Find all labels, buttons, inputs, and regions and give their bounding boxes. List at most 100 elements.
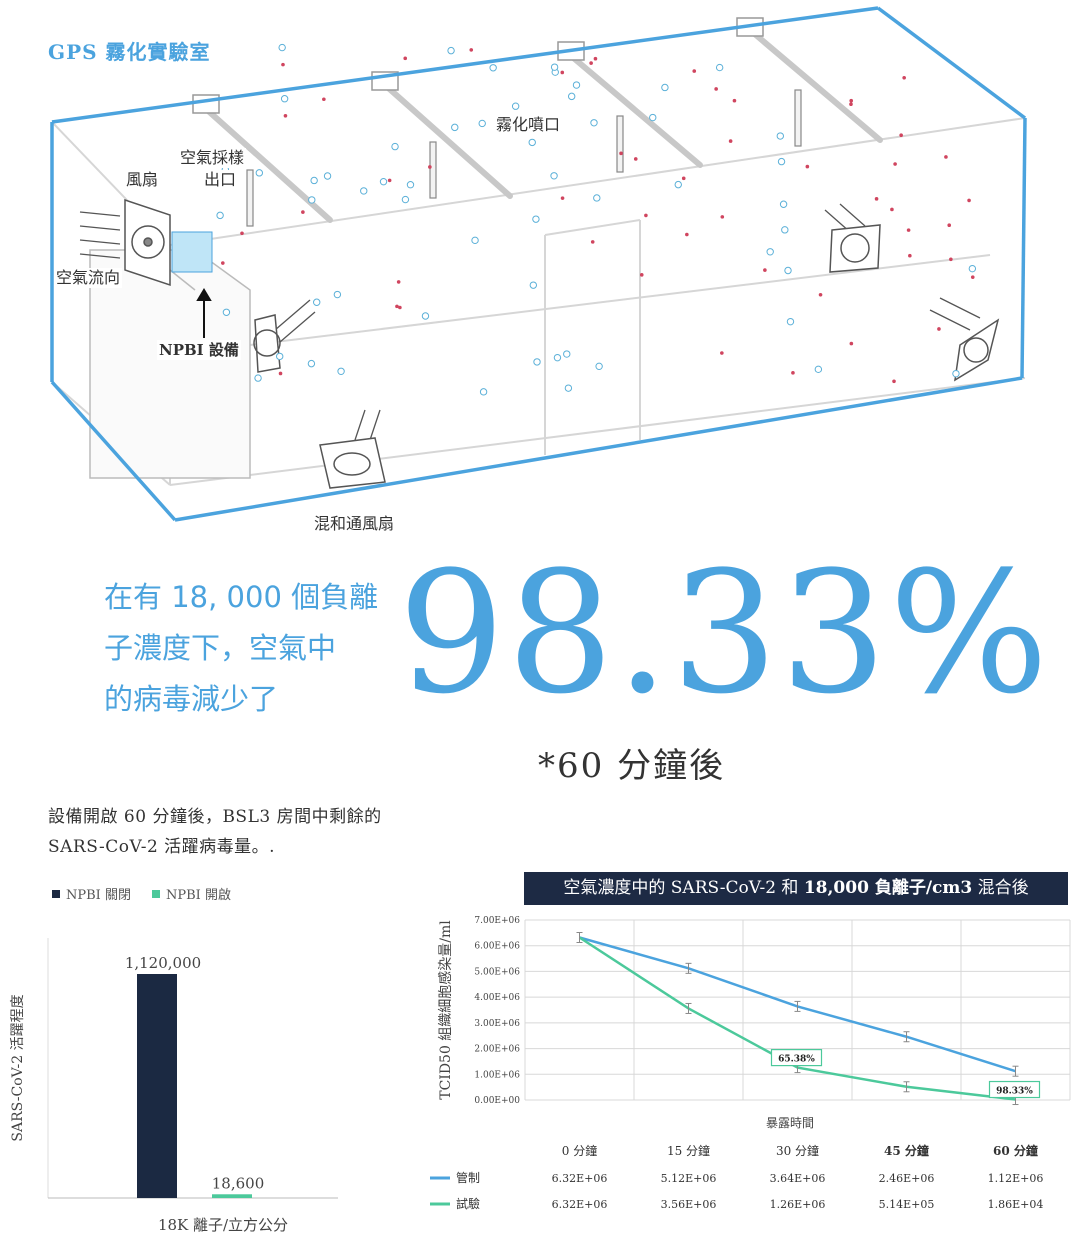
- mist-nozzle-label: 霧化噴口: [494, 115, 563, 135]
- virus-particle: [720, 351, 724, 355]
- x-category-label: 60 分鐘: [993, 1143, 1038, 1158]
- bar-y-label: SARS-CoV-2 活躍程度: [10, 994, 26, 1141]
- legend-swatch-on: [152, 889, 160, 898]
- ion-particle: [391, 142, 399, 151]
- y-tick-label: 5.00E+06: [474, 967, 520, 977]
- virus-particle: [714, 87, 718, 91]
- ion-particle: [968, 264, 977, 273]
- virus-particle: [849, 341, 854, 346]
- virus-particle: [849, 98, 854, 103]
- virus-particle: [937, 327, 941, 331]
- ion-particle: [471, 236, 479, 245]
- annotation-box: [988, 1080, 1041, 1099]
- table-cell: 6.32E+06: [552, 1172, 608, 1185]
- virus-particle: [890, 207, 894, 212]
- legend-label-on: NPBI 開啟: [166, 888, 231, 903]
- table-series-name: 管制: [456, 1170, 480, 1185]
- ion-particle: [255, 169, 264, 177]
- description: 設備開啟 60 分鐘後，BSL3 房間中剩餘的 SARS-CoV-2 活躍病毒量…: [48, 802, 468, 862]
- ion-particle: [511, 102, 520, 110]
- ion-particle: [478, 119, 486, 128]
- virus-particle: [732, 98, 737, 103]
- annotation-label: 65.38%: [778, 1055, 815, 1065]
- line-y-label: TCID50 組織細胞感染量/ml: [437, 920, 454, 1100]
- ion-particle: [661, 83, 669, 92]
- ion-particle: [814, 365, 823, 374]
- virus-particle: [763, 268, 767, 272]
- bar-legend-on: NPBI 開啟: [152, 884, 231, 903]
- ion-particle: [489, 64, 497, 72]
- outlet-label: 出口: [202, 170, 239, 190]
- ion-particle: [779, 200, 788, 208]
- virus-particle: [283, 113, 288, 118]
- line-x-label: 暴露時間: [766, 1116, 814, 1130]
- ion-particle: [529, 281, 538, 289]
- bar-chart: SARS-CoV-2 活躍程度 18K 離子/立方公分 1,120,000 18,…: [10, 938, 338, 1234]
- ion-particle: [308, 196, 316, 204]
- y-tick-label: 2.00E+06: [474, 1045, 520, 1055]
- y-tick-label: 3.00E+06: [474, 1019, 520, 1029]
- virus-particle: [720, 215, 725, 219]
- ion-particle: [333, 290, 342, 299]
- virus-particle: [387, 178, 392, 183]
- virus-particle: [681, 176, 686, 181]
- y-tick-label: 7.00E+06: [474, 916, 520, 926]
- table-cell: 6.32E+06: [552, 1198, 608, 1211]
- table-cell: 5.12E+06: [661, 1172, 717, 1185]
- virus-particle: [589, 61, 593, 65]
- ion-particle: [590, 119, 598, 127]
- virus-particle: [967, 198, 971, 203]
- bar-1: [212, 1194, 252, 1198]
- npbi-device-label: NPBI 設備: [157, 340, 241, 360]
- virus-particle: [301, 210, 305, 214]
- ion-particle: [553, 353, 562, 362]
- ion-particle: [276, 352, 284, 361]
- annotation-label: 98.33%: [996, 1087, 1033, 1097]
- ion-particle: [528, 138, 536, 147]
- ion-particle: [572, 81, 581, 89]
- headline-text: 在有 18, 000 個負離 子濃度下，空氣中 的病毒減少了: [104, 572, 394, 725]
- reduction-percentage: 98.33%: [398, 535, 1051, 731]
- virus-particle: [619, 151, 623, 156]
- virus-particle: [874, 197, 879, 201]
- headline-line-3: 的病毒減少了: [104, 682, 279, 716]
- x-category-label: 15 分鐘: [667, 1143, 710, 1158]
- virus-particle: [902, 75, 906, 80]
- virus-particle: [685, 232, 689, 237]
- ion-particle: [781, 226, 789, 234]
- table-cell: 5.14E+05: [879, 1198, 935, 1211]
- virus-particle: [278, 371, 283, 376]
- x-category-label: 0 分鐘: [562, 1143, 597, 1158]
- ion-particle: [222, 308, 231, 316]
- virus-particle: [590, 240, 595, 244]
- ion-particle: [776, 132, 785, 140]
- virus-particle: [240, 231, 244, 236]
- ion-particle: [532, 215, 540, 223]
- ion-particle: [766, 248, 774, 256]
- ion-particle: [567, 92, 576, 101]
- annotation-box: [770, 1049, 823, 1067]
- table-cell: 1.26E+06: [770, 1198, 826, 1211]
- ion-particle: [533, 358, 541, 366]
- virus-particle: [728, 139, 733, 143]
- ion-particle: [564, 384, 573, 392]
- ion-particle: [715, 63, 724, 72]
- description-line-1: 設備開啟 60 分鐘後，BSL3 房間中剩餘的: [48, 807, 382, 827]
- ion-particle: [649, 113, 657, 122]
- virus-particle: [221, 261, 225, 265]
- time-footnote: *60 分鐘後: [538, 746, 726, 786]
- headline-line-2: 子濃度下，空氣中: [104, 631, 337, 665]
- ion-particle: [595, 362, 603, 371]
- table-cell: 1.86E+04: [988, 1198, 1044, 1211]
- ion-particle: [406, 181, 415, 189]
- ion-particle: [674, 180, 682, 189]
- legend-label-off: NPBI 關閉: [66, 888, 131, 903]
- ion-particle: [216, 211, 224, 220]
- bar-value-label: 1,120,000: [125, 954, 201, 972]
- virus-particle: [560, 70, 565, 75]
- ion-particle: [421, 312, 430, 320]
- y-tick-label: 1.00E+06: [474, 1070, 520, 1080]
- headline-line-1: 在有 18, 000 個負離: [104, 580, 379, 614]
- virus-particle: [398, 305, 402, 310]
- bar-0: [137, 974, 177, 1198]
